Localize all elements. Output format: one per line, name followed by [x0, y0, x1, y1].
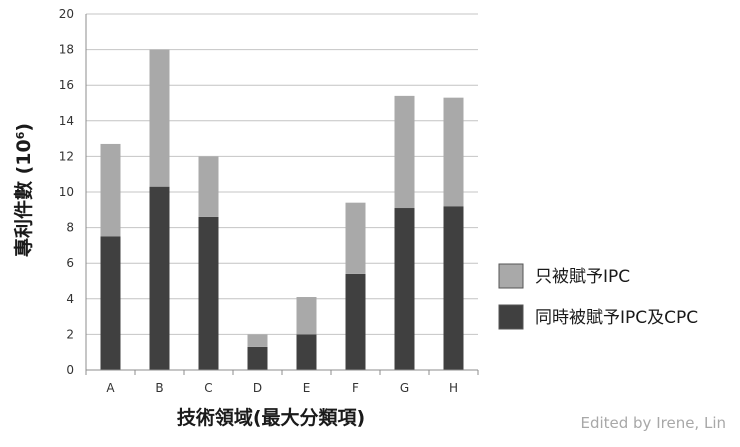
x-tick-label: D	[253, 381, 262, 395]
legend-swatch	[498, 263, 524, 289]
y-tick-label: 8	[66, 221, 74, 235]
x-tick-label: F	[352, 381, 359, 395]
y-tick-label: 20	[59, 7, 74, 21]
y-tick-label: 16	[59, 78, 74, 92]
bar-segment	[296, 297, 317, 335]
x-tick-label: C	[204, 381, 212, 395]
y-tick-label: 10	[59, 185, 74, 199]
y-tick-label: 4	[66, 292, 74, 306]
x-tick-label: H	[449, 381, 458, 395]
y-axis-title: 專利件數 (106)	[12, 123, 35, 257]
y-tick-label: 2	[66, 327, 74, 341]
y-tick-label: 6	[66, 256, 74, 270]
legend-label: 只被賦予IPC	[535, 267, 630, 287]
bar-segment	[394, 208, 415, 370]
y-axis-title-suffix: )	[13, 123, 35, 132]
bar-segment	[198, 216, 219, 370]
legend: 只被賦予IPC 同時被賦予IPC及CPC	[498, 263, 698, 330]
legend-label: 同時被賦予IPC及CPC	[535, 308, 698, 328]
bar-segment	[345, 202, 366, 274]
bar-segment	[443, 206, 464, 370]
x-axis-title: 技術領域(最大分類項)	[177, 406, 365, 429]
y-tick-label: 0	[66, 363, 74, 377]
gridlines	[86, 13, 478, 335]
y-tick-label: 18	[59, 43, 74, 57]
x-tick-label: G	[400, 381, 409, 395]
bar-segment	[443, 97, 464, 207]
y-tick-label: 12	[59, 149, 74, 163]
x-tick-label: A	[106, 381, 115, 395]
y-tick-label: 14	[59, 114, 74, 128]
bars	[100, 49, 464, 370]
x-tick-label: B	[155, 381, 163, 395]
bar-segment	[149, 49, 170, 187]
y-axis-title-superscript: 6	[14, 131, 27, 139]
legend-swatch	[498, 304, 524, 330]
bar-segment	[100, 143, 121, 237]
bar-segment	[394, 95, 415, 209]
axes: 0 2 4 6 8 10 12 14 16 18 20 A B C D E F G H	[59, 7, 479, 395]
bar-segment	[100, 236, 121, 370]
credit-text: Edited by Irene, Lin	[580, 414, 726, 432]
bar-segment	[247, 346, 268, 370]
bar-segment	[247, 334, 268, 347]
bar-segment	[345, 273, 366, 370]
y-axis-title-main: 專利件數 (10	[12, 139, 35, 257]
bar-segment	[198, 156, 219, 217]
bar-segment	[296, 334, 317, 370]
x-tick-label: E	[303, 381, 311, 395]
bar-segment	[149, 186, 170, 370]
